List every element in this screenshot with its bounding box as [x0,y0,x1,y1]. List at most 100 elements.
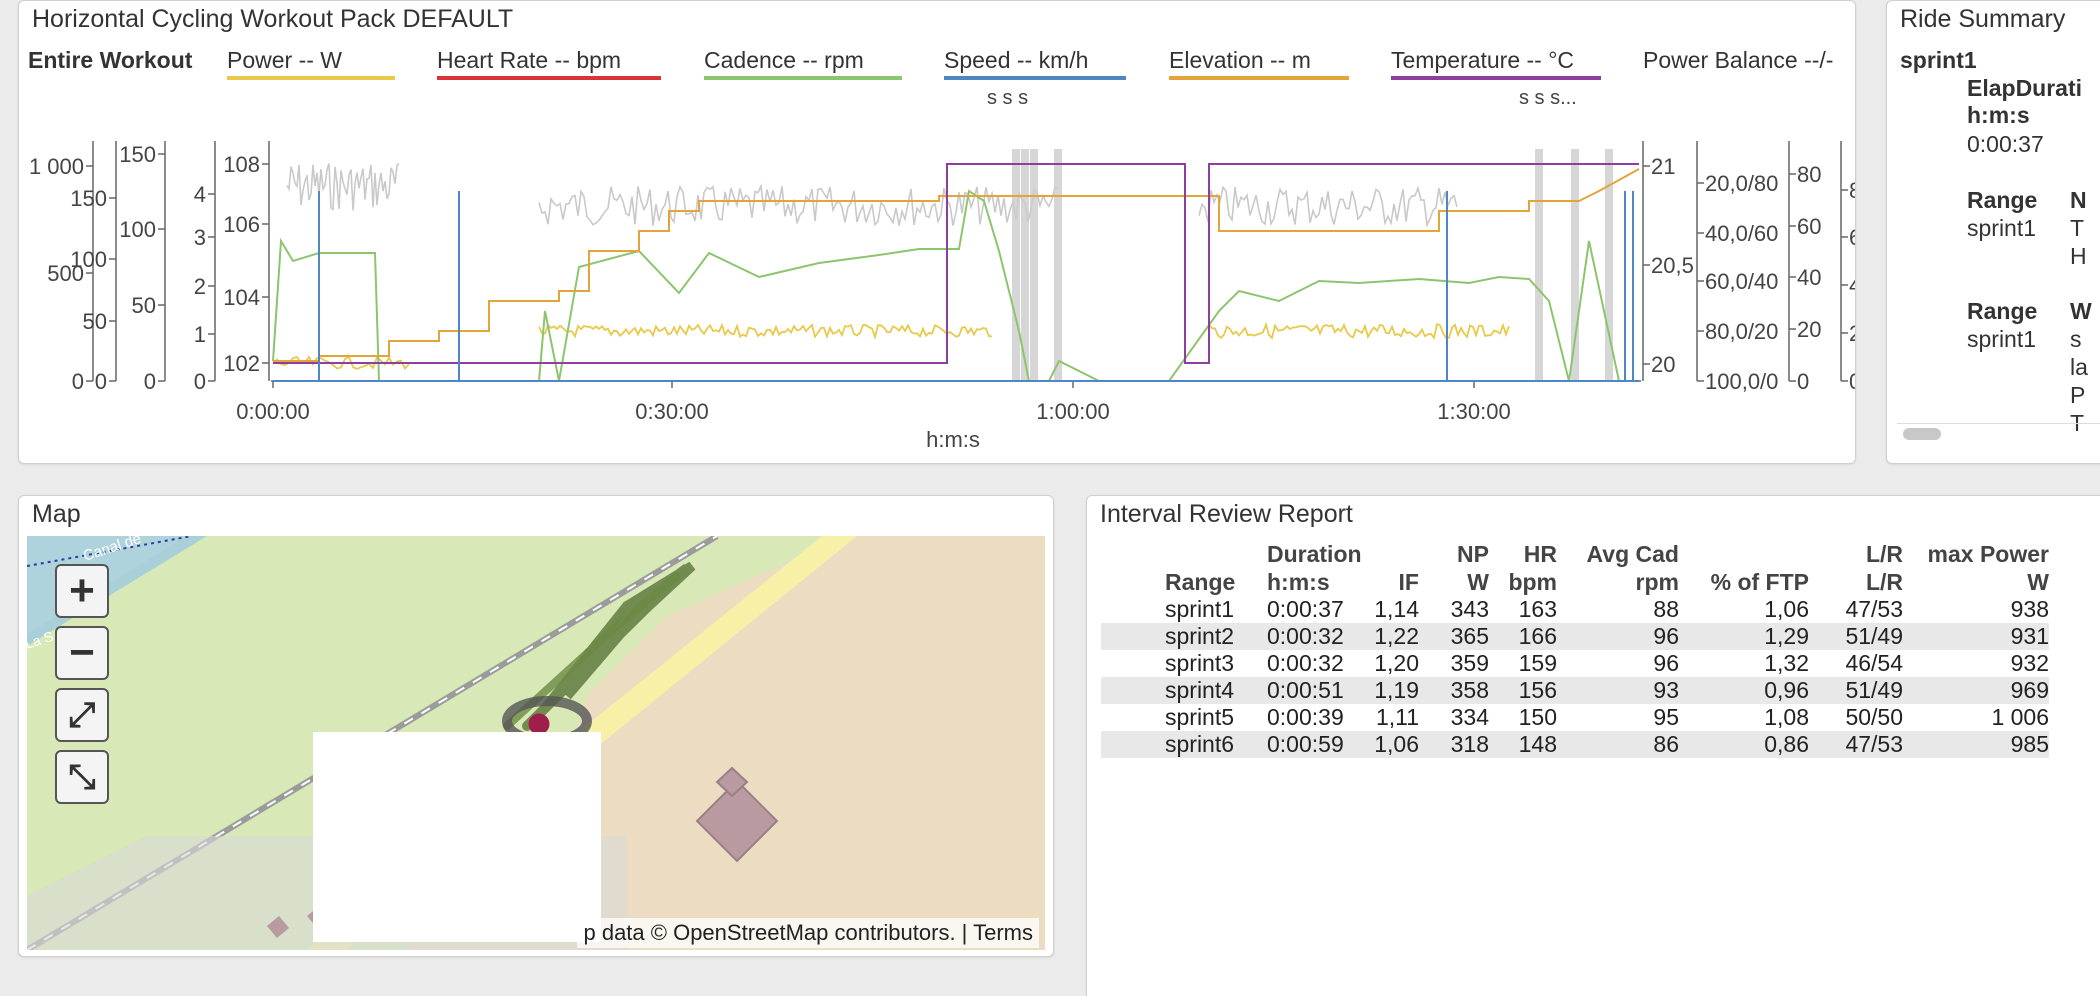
summary-elapsed-value: 0:00:37 [1967,131,2044,157]
legend-heart-rate[interactable]: Heart Rate -- bpm [437,47,622,73]
table-cell: 0:00:37 [1267,596,1344,622]
legend-power-balance[interactable]: Power Balance --/- [1643,47,1834,73]
left-axis-tick-label: 106 [223,212,260,237]
summary-col-w: W [2070,298,2092,324]
workout-title: Horizontal Cycling Workout Pack DEFAULT [32,5,514,33]
left-axis-tick-label: 150 [70,186,107,211]
right-axis-tick-label: 4 [1849,273,1855,298]
table-cell: 166 [1489,623,1557,650]
table-cell: 86 [1557,731,1679,758]
right-axis-tick-label: 100,0/0 [1705,369,1778,394]
legend-heart-rate-line [437,76,661,80]
left-axis-tick-label: 4 [194,182,206,207]
table-cell: 47/53 [1845,596,1903,622]
col-np[interactable]: NP W [1457,541,1489,595]
x-axis-tick-label: 0:30:00 [635,399,708,424]
series-cadence [272,189,1639,382]
legend-speed[interactable]: Speed -- km/h [944,47,1089,73]
col-range[interactable]: Range [1165,569,1236,595]
interval-highlight [1021,149,1029,381]
map-view[interactable]: Canal de La S + − ⤢ ⤡ p data © OpenStree… [27,536,1045,950]
workout-plot[interactable]: 1 00050001501005001501005004321010810610… [19,1,1855,463]
table-row[interactable]: sprint3 0:00:32 1,20 359 159 96 1,32 46/54 932 [1101,650,2049,677]
summary-row-2: sprint1 [1967,326,2037,352]
col-lr[interactable]: L/R L/R [1865,541,1903,595]
series-elevation [273,168,1640,362]
col-pct-ftp[interactable]: % of FTP [1710,569,1809,595]
table-cell: 156 [1489,677,1557,704]
right-axis-tick-label: 80 [1797,162,1821,187]
full-extent-button[interactable]: ⤡ [55,750,109,804]
legend-temperature[interactable]: Temperature -- °C [1391,47,1575,73]
table-row[interactable]: sprint2 0:00:32 1,22 365 166 96 1,29 51/49 931 [1101,623,2049,650]
summary-row-1: sprint1 [1967,215,2037,241]
col-max-power[interactable]: max Power W [1927,541,2049,595]
table-cell: 1,06 [1365,731,1419,758]
left-axis-tick-label: 500 [47,261,84,286]
left-axis-tick-label: 2 [194,274,206,299]
workout-chart-panel: Horizontal Cycling Workout Pack DEFAULT … [18,0,1856,464]
left-axis-tick-label: 1 000 [29,154,84,179]
table-row[interactable]: sprint5 0:00:39 1,11 334 150 95 1,08 50/50 1 006 [1101,704,2049,731]
table-cell: 88 [1653,596,1679,622]
legend-elevation[interactable]: Elevation -- m [1169,47,1311,73]
left-axis-tick-label: 0 [144,369,156,394]
right-axis-tick-label: 0 [1849,369,1855,394]
x-axis-tick-label: 1:00:00 [1036,399,1109,424]
table-row[interactable]: sprint4 0:00:51 1,19 358 156 93 0,96 51/49 969 [1101,677,2049,704]
table-cell: 47/53 [1809,731,1903,758]
table-cell: 931 [1903,623,2049,650]
table-row[interactable]: sprint1 0:00:37 1,14 343 163 88 1,06 47/53 938 [1101,596,2049,623]
col-hr[interactable]: HR bpm [1508,541,1557,595]
map-attribution[interactable]: p data © OpenStreetMap contributors. | T… [577,918,1039,948]
interval-markers-left: s s s [987,87,1029,109]
legend-power[interactable]: Power -- W [227,47,342,73]
table-row[interactable]: sprint6 0:00:59 1,06 318 148 86 0,86 47/53 985 [1101,731,2049,758]
table-cell: 365 [1419,623,1489,650]
right-axis-tick-label: 40 [1797,265,1821,290]
summary-col-p: P [2070,382,2086,408]
right-axis-tick-label: 0 [1797,369,1809,394]
table-cell: 1,14 [1374,596,1419,622]
col-if[interactable]: IF [1398,569,1419,595]
legend-cadence[interactable]: Cadence -- rpm [704,47,864,73]
x-axis-label: h:m:s [926,427,980,452]
table-cell: 159 [1518,650,1557,676]
table-cell: 932 [2010,650,2049,676]
series-temperature [273,163,1639,364]
x-axis-tick-label: 0:00:00 [236,399,309,424]
zoom-in-button[interactable]: + [55,564,109,618]
table-cell: 1,20 [1374,650,1419,676]
report-title: Interval Review Report [1100,500,1353,528]
left-axis-tick-label: 0 [72,369,84,394]
right-axis-tick-label: 20 [1797,317,1821,342]
table-cell: 1,29 [1679,623,1809,650]
right-axis-tick-label: 60,0/40 [1705,269,1778,294]
interval-highlight [1571,149,1579,381]
zoom-out-button[interactable]: − [55,626,109,680]
summary-col-t: T [2070,215,2085,241]
table-cell: sprint3 [1165,650,1235,676]
table-cell: 359 [1450,650,1489,676]
col-avg-cad[interactable]: Avg Cad rpm [1586,541,1679,595]
scope-label[interactable]: Entire Workout [28,47,193,73]
legend-temperature-line [1391,76,1601,80]
right-axis-tick-label: 21 [1651,154,1675,179]
table-cell: 51/49 [1809,677,1903,704]
left-axis-tick-label: 100 [119,217,156,242]
left-axis-tick-label: 104 [223,285,260,310]
summary-horizontal-scrollbar[interactable] [1897,423,2100,440]
legend-elevation-line [1169,76,1349,80]
col-duration[interactable]: Duration h:m:s [1267,541,1362,595]
fit-bounds-button[interactable]: ⤢ [55,688,109,742]
plot-axes: 1 00050001501005001501005004321010810610… [29,141,1855,452]
map-overlay-box [313,732,601,942]
table-cell: sprint5 [1165,704,1235,730]
summary-scroll-thumb[interactable] [1903,428,1941,440]
right-axis-tick-label: 20 [1651,352,1675,377]
interval-highlight [1054,149,1062,381]
table-cell: 1,06 [1764,596,1809,622]
table-cell: 0,86 [1679,731,1809,758]
table-cell: 969 [1903,677,2049,704]
summary-range-label: Range [1967,187,2038,213]
